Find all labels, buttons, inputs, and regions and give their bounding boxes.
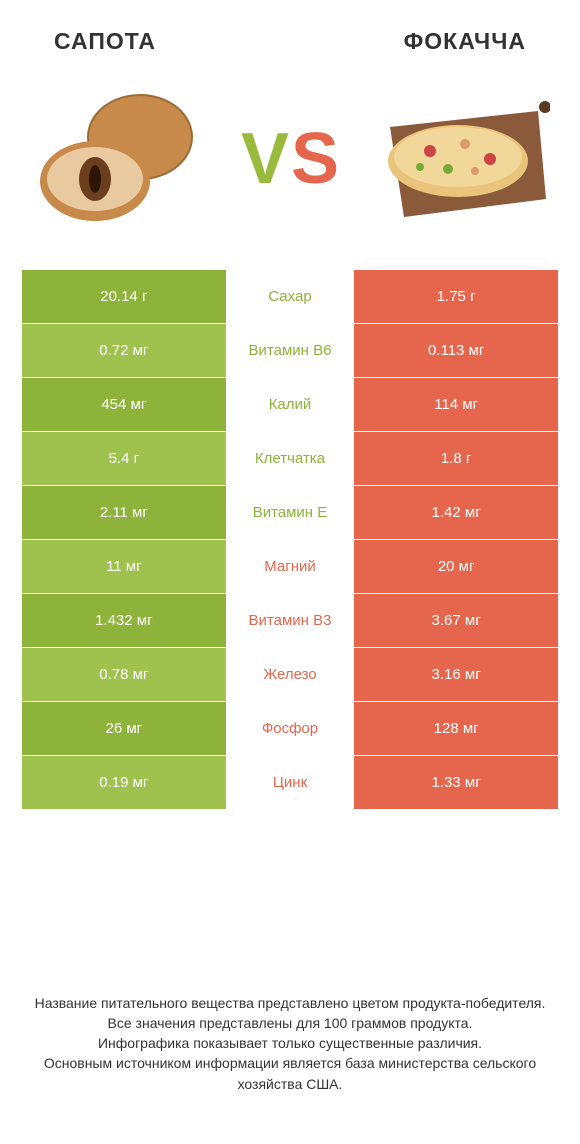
vs-v: V: [241, 123, 289, 195]
nutrient-label: Витамин E: [226, 486, 355, 539]
vs-s: S: [291, 123, 339, 195]
footer-line: Название питательного вещества представл…: [24, 993, 556, 1013]
value-right: 1.75 г: [354, 270, 558, 323]
title-right: ФОКАЧЧА: [404, 28, 526, 55]
value-right: 114 мг: [354, 378, 558, 431]
value-right: 128 мг: [354, 702, 558, 755]
value-left: 0.72 мг: [22, 324, 226, 377]
nutrient-label: Клетчатка: [226, 432, 355, 485]
sapota-image: [30, 89, 210, 229]
table-row: 0.72 мгВитамин B60.113 мг: [22, 323, 558, 377]
value-left: 20.14 г: [22, 270, 226, 323]
footer-line: Основным источником информации является …: [24, 1053, 556, 1094]
table-row: 0.78 мгЖелезо3.16 мг: [22, 647, 558, 701]
value-left: 5.4 г: [22, 432, 226, 485]
nutrient-label: Магний: [226, 540, 355, 593]
value-left: 2.11 мг: [22, 486, 226, 539]
comparison-table: 20.14 гСахар1.75 г0.72 мгВитамин B60.113…: [0, 269, 580, 809]
table-row: 1.432 мгВитамин B33.67 мг: [22, 593, 558, 647]
table-row: 26 мгФосфор128 мг: [22, 701, 558, 755]
focaccia-image: [370, 89, 550, 229]
nutrient-label: Калий: [226, 378, 355, 431]
value-right: 20 мг: [354, 540, 558, 593]
nutrient-label: Фосфор: [226, 702, 355, 755]
header: САПОТА ФОКАЧЧА: [0, 0, 580, 55]
vs-label: V S: [241, 123, 339, 195]
value-right: 3.16 мг: [354, 648, 558, 701]
footer-line: Инфографика показывает только существенн…: [24, 1033, 556, 1053]
title-left: САПОТА: [54, 28, 156, 55]
nutrient-label: Цинк: [226, 756, 355, 809]
nutrient-label: Сахар: [226, 270, 355, 323]
value-right: 0.113 мг: [354, 324, 558, 377]
table-row: 20.14 гСахар1.75 г: [22, 269, 558, 323]
value-right: 1.42 мг: [354, 486, 558, 539]
value-right: 1.8 г: [354, 432, 558, 485]
value-left: 11 мг: [22, 540, 226, 593]
value-left: 0.78 мг: [22, 648, 226, 701]
value-left: 454 мг: [22, 378, 226, 431]
table-row: 11 мгМагний20 мг: [22, 539, 558, 593]
table-row: 0.19 мгЦинк1.33 мг: [22, 755, 558, 809]
value-right: 3.67 мг: [354, 594, 558, 647]
value-left: 1.432 мг: [22, 594, 226, 647]
images-row: V S: [0, 55, 580, 269]
table-row: 2.11 мгВитамин E1.42 мг: [22, 485, 558, 539]
footer-notes: Название питательного вещества представл…: [0, 993, 580, 1094]
footer-line: Все значения представлены для 100 граммо…: [24, 1013, 556, 1033]
nutrient-label: Витамин B6: [226, 324, 355, 377]
nutrient-label: Железо: [226, 648, 355, 701]
value-left: 0.19 мг: [22, 756, 226, 809]
value-left: 26 мг: [22, 702, 226, 755]
table-row: 454 мгКалий114 мг: [22, 377, 558, 431]
table-row: 5.4 гКлетчатка1.8 г: [22, 431, 558, 485]
value-right: 1.33 мг: [354, 756, 558, 809]
nutrient-label: Витамин B3: [226, 594, 355, 647]
